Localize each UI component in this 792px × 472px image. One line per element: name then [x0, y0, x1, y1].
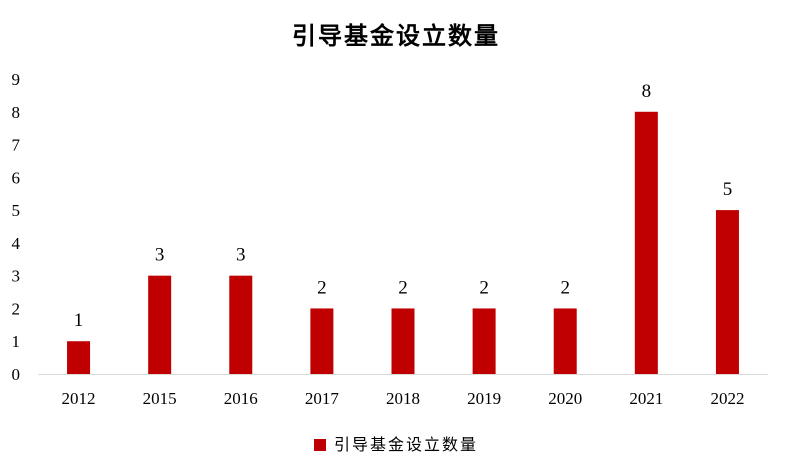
bar-2017: [310, 308, 334, 374]
x-axis: 2012 2015 2016 2017 2018 2019 2020 2021 2022: [38, 374, 768, 408]
x-tick-label-2016: 2016: [224, 389, 258, 408]
bar-2020: [553, 308, 577, 374]
bar-2016: [229, 275, 253, 374]
bar-2015: [148, 275, 172, 374]
x-tick-label-2022: 2022: [710, 389, 744, 408]
bar-2018: [391, 308, 415, 374]
legend-swatch: [313, 439, 326, 451]
bars: [67, 111, 739, 375]
legend-label: 引导基金设立数量: [333, 435, 478, 454]
y-tick-label-3: 3: [12, 267, 21, 286]
x-tick-label-2019: 2019: [467, 389, 501, 408]
data-label-2020: 2: [560, 277, 570, 298]
y-tick-label-1: 1: [12, 332, 21, 351]
y-tick-label-6: 6: [12, 168, 21, 187]
x-tick-label-2012: 2012: [62, 389, 96, 408]
y-tick-label-5: 5: [12, 201, 21, 220]
legend: 引导基金设立数量: [0, 431, 792, 455]
x-tick-label-2018: 2018: [386, 389, 420, 408]
y-tick-label-9: 9: [12, 70, 21, 89]
data-labels: 1 3 3 2 2 2 2 8 5: [74, 81, 732, 331]
chart-title: 引导基金设立数量: [292, 22, 500, 50]
y-axis: 0 1 2 3 4 5 6 7 8 9: [12, 70, 21, 384]
data-label-2016: 3: [236, 245, 246, 266]
x-tick-label-2021: 2021: [629, 389, 663, 408]
y-tick-label-4: 4: [12, 234, 21, 253]
data-label-2022: 5: [723, 179, 733, 200]
data-label-2019: 2: [479, 277, 489, 298]
data-label-2021: 8: [642, 81, 652, 102]
x-tick-label-2017: 2017: [305, 389, 340, 408]
y-tick-label-7: 7: [12, 136, 21, 155]
bar-2022: [715, 210, 739, 374]
bar-2021: [634, 111, 658, 375]
y-tick-label-8: 8: [12, 103, 21, 122]
data-label-2018: 2: [398, 277, 408, 298]
data-label-2012: 1: [74, 310, 84, 331]
x-tick-label-2020: 2020: [548, 389, 582, 408]
y-tick-label-2: 2: [12, 299, 21, 318]
bar-2012: [67, 341, 91, 374]
bar-2019: [472, 308, 496, 374]
x-tick-label-2015: 2015: [143, 389, 177, 408]
data-label-2015: 3: [155, 245, 165, 266]
data-label-2017: 2: [317, 277, 327, 298]
y-tick-label-0: 0: [12, 365, 21, 384]
